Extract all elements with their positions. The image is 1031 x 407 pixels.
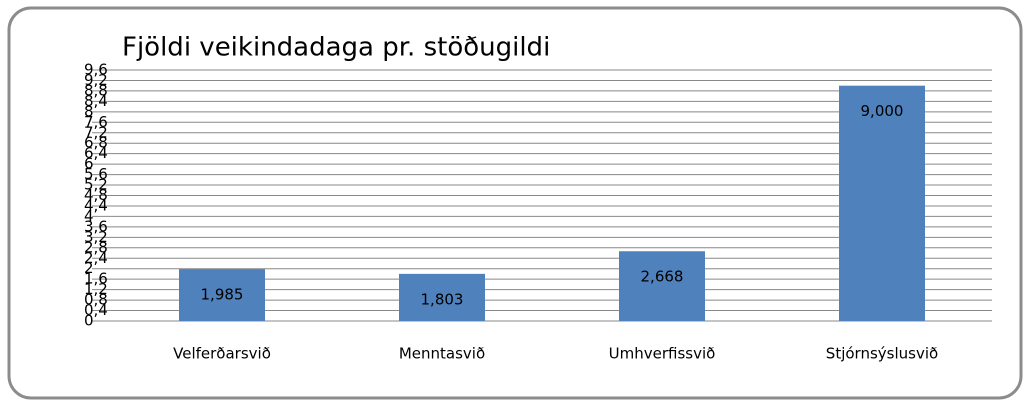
y-tick-label: 3,2 (84, 228, 108, 246)
y-tick-label: 5,2 (84, 176, 108, 194)
data-label: 1,985 (201, 286, 244, 304)
y-tick-label: 5,6 (84, 165, 108, 183)
x-tick-label: Velferðarsvið (173, 345, 271, 363)
data-label: 2,668 (641, 268, 684, 286)
y-tick-label: 4,8 (84, 186, 108, 204)
bar (619, 251, 705, 321)
y-tick-label: 0 (84, 312, 94, 330)
y-tick-label: 3,6 (84, 217, 108, 235)
y-tick-label: 6 (84, 155, 94, 173)
bar (179, 269, 265, 321)
x-tick-label: Umhverfissvið (609, 345, 716, 363)
y-tick-label: 1,6 (84, 270, 108, 288)
y-tick-label: 2,4 (84, 249, 108, 267)
y-tick-label: 7,6 (84, 113, 108, 131)
y-tick-label: 8 (84, 102, 94, 120)
bar (839, 85, 925, 321)
x-tick-label: Menntasvið (399, 345, 485, 363)
y-tick-label: 9,6 (84, 61, 108, 79)
y-tick-label: 4,4 (84, 196, 108, 214)
y-tick-label: 9,2 (84, 71, 108, 89)
y-tick-label: 4 (84, 207, 94, 225)
y-tick-label: 0,4 (84, 301, 108, 319)
y-tick-label: 2 (84, 259, 94, 277)
y-tick-label: 2,8 (84, 238, 108, 256)
y-tick-label: 6,4 (84, 144, 108, 162)
chart-title: Fjöldi veikindadaga pr. stöðugildi (122, 33, 550, 63)
bar (399, 273, 485, 321)
data-label: 1,803 (421, 290, 464, 308)
y-tick-label: 0,8 (84, 291, 108, 309)
y-tick-label: 8,4 (84, 92, 108, 110)
y-tick-label: 1,2 (84, 280, 108, 298)
y-tick-label: 8,8 (84, 81, 108, 99)
y-tick-label: 6,8 (84, 134, 108, 152)
y-tick-label: 7,2 (84, 123, 108, 141)
data-label: 9,000 (861, 102, 904, 120)
x-tick-label: Stjórnsýslusvið (826, 345, 938, 363)
